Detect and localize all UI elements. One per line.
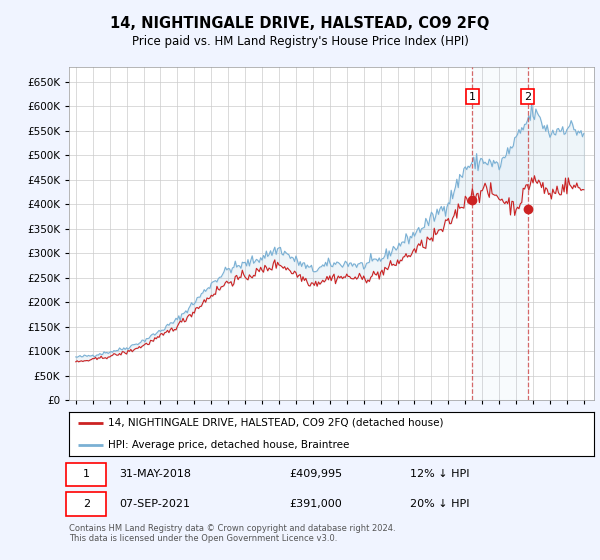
Bar — [472, 67, 527, 400]
Text: 14, NIGHTINGALE DRIVE, HALSTEAD, CO9 2FQ (detached house): 14, NIGHTINGALE DRIVE, HALSTEAD, CO9 2FQ… — [109, 418, 444, 428]
Text: 12% ↓ HPI: 12% ↓ HPI — [410, 469, 470, 479]
FancyBboxPatch shape — [67, 463, 106, 486]
Text: This data is licensed under the Open Government Licence v3.0.: This data is licensed under the Open Gov… — [69, 534, 337, 543]
Text: HPI: Average price, detached house, Braintree: HPI: Average price, detached house, Brai… — [109, 440, 350, 450]
Text: 14, NIGHTINGALE DRIVE, HALSTEAD, CO9 2FQ: 14, NIGHTINGALE DRIVE, HALSTEAD, CO9 2FQ — [110, 16, 490, 31]
Text: 1: 1 — [83, 469, 90, 479]
Text: 1: 1 — [469, 92, 476, 101]
Text: 20% ↓ HPI: 20% ↓ HPI — [410, 499, 470, 509]
Text: 2: 2 — [83, 499, 90, 509]
Text: 31-MAY-2018: 31-MAY-2018 — [119, 469, 191, 479]
Text: 2: 2 — [524, 92, 531, 101]
Text: £391,000: £391,000 — [290, 499, 342, 509]
Text: 07-SEP-2021: 07-SEP-2021 — [119, 499, 190, 509]
Text: Contains HM Land Registry data © Crown copyright and database right 2024.: Contains HM Land Registry data © Crown c… — [69, 524, 395, 533]
Text: £409,995: £409,995 — [290, 469, 343, 479]
Text: Price paid vs. HM Land Registry's House Price Index (HPI): Price paid vs. HM Land Registry's House … — [131, 35, 469, 48]
FancyBboxPatch shape — [67, 492, 106, 516]
